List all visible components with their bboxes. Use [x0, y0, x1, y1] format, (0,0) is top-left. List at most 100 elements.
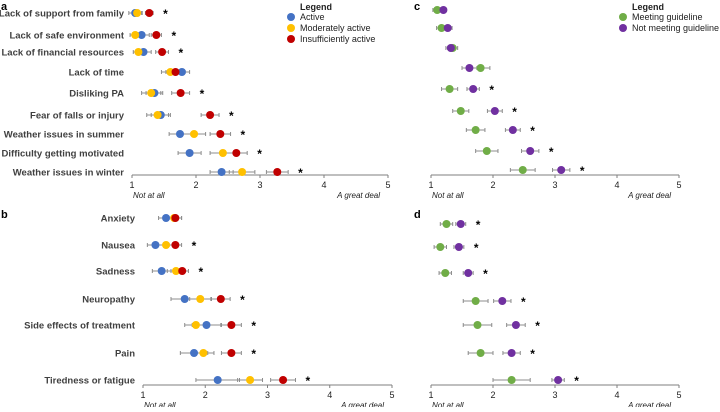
data-point-meeting-guideline	[507, 376, 516, 384]
data-point-moderately-active	[147, 89, 156, 97]
x-tick-label: 5	[389, 390, 394, 400]
data-point-meeting-guideline	[482, 147, 491, 155]
data-point-active	[180, 295, 189, 303]
data-point-not-meeting-guideline	[465, 64, 474, 72]
significance-star: *	[241, 128, 246, 142]
panel-letter: c	[414, 1, 420, 13]
legend-item-label: Not meeting guideline	[632, 23, 719, 33]
x-tick-label: 3	[265, 390, 270, 400]
x-end-label-low: Not at all	[144, 401, 176, 407]
significance-star: *	[530, 124, 535, 138]
data-point-meeting-guideline	[437, 24, 446, 32]
x-end-label-low: Not at all	[432, 401, 464, 407]
category-label: Nausea	[101, 241, 136, 252]
category-label: Lack of safe environment	[9, 31, 124, 42]
legend-marker	[619, 24, 627, 32]
significance-star: *	[229, 109, 234, 123]
data-point-meeting-guideline	[436, 243, 445, 251]
significance-star: *	[521, 295, 526, 309]
x-tick-label: 3	[257, 180, 262, 190]
significance-star: *	[251, 319, 256, 333]
x-end-label-high: A great deal	[627, 401, 671, 407]
data-point-not-meeting-guideline	[490, 107, 499, 115]
data-point-not-meeting-guideline	[498, 297, 507, 305]
x-end-label-low: Not at all	[432, 191, 464, 200]
data-point-meeting-guideline	[445, 85, 454, 93]
category-label: Weather issues in winter	[13, 168, 125, 179]
significance-star: *	[178, 46, 183, 60]
panel-letter: a	[1, 1, 8, 13]
data-point-meeting-guideline	[473, 321, 482, 329]
data-point-moderately-active	[171, 267, 180, 275]
category-label: Weather issues in summer	[4, 130, 125, 141]
data-point-moderately-active	[196, 295, 205, 303]
x-tick-label: 5	[385, 180, 390, 190]
x-tick-label: 1	[140, 390, 145, 400]
category-label: Tiredness or fatigue	[44, 376, 135, 387]
panel-a: a 1 2 3 4 5 Not at all A great deal Lack of supp…	[0, 1, 391, 200]
x-tick-label: 4	[614, 180, 619, 190]
panel-c: c 1 2 3 4 5 Not at all A great deal * * * * * LegendM…	[414, 1, 719, 200]
legend-item-label: Meeting guideline	[632, 12, 703, 22]
significance-star: *	[512, 105, 517, 119]
legend-title: Legend	[300, 2, 332, 12]
data-point-not-meeting-guideline	[508, 126, 517, 134]
significance-star: *	[483, 267, 488, 281]
data-point-not-meeting-guideline	[439, 6, 448, 14]
data-point-insufficiently-active	[158, 48, 167, 56]
data-point-insufficiently-active	[216, 130, 225, 138]
x-tick-label: 4	[614, 390, 619, 400]
category-label: Lack of financial resources	[2, 48, 125, 59]
x-end-label-high: A great deal	[340, 401, 384, 407]
data-point-not-meeting-guideline	[464, 269, 473, 277]
x-tick-label: 4	[321, 180, 326, 190]
data-point-meeting-guideline	[471, 297, 480, 305]
data-point-not-meeting-guideline	[446, 44, 455, 52]
data-point-insufficiently-active	[178, 267, 187, 275]
significance-star: *	[474, 241, 479, 255]
data-point-insufficiently-active	[273, 168, 282, 176]
panel-b: b 1 2 3 4 5 Not at all A great deal Anxiety Nause…	[1, 209, 395, 410]
significance-star: *	[257, 147, 262, 161]
data-point-not-meeting-guideline	[507, 349, 516, 357]
data-point-not-meeting-guideline	[443, 24, 452, 32]
data-point-insufficiently-active	[232, 149, 241, 157]
data-point-meeting-guideline	[433, 6, 442, 14]
significance-star: *	[200, 87, 205, 101]
data-point-active	[137, 31, 146, 39]
data-point-insufficiently-active	[171, 241, 180, 249]
data-point-insufficiently-active	[152, 31, 161, 39]
category-label: Sadness	[96, 267, 135, 278]
significance-star: *	[298, 166, 303, 180]
data-point-moderately-active	[191, 321, 200, 329]
x-tick-label: 2	[490, 390, 495, 400]
data-point-moderately-active	[153, 111, 162, 119]
category-label: Neuropathy	[82, 295, 136, 306]
legend-marker	[287, 24, 295, 32]
data-point-active	[157, 267, 166, 275]
data-point-meeting-guideline	[476, 349, 485, 357]
legend-item-label: Moderately active	[300, 23, 371, 33]
x-tick-label: 1	[129, 180, 134, 190]
data-point-active	[185, 149, 194, 157]
data-point-moderately-active	[131, 31, 140, 39]
significance-star: *	[198, 265, 203, 279]
data-point-not-meeting-guideline	[511, 321, 520, 329]
x-tick-label: 1	[428, 180, 433, 190]
x-tick-label: 1	[428, 390, 433, 400]
data-point-not-meeting-guideline	[456, 220, 465, 228]
data-point-active	[151, 241, 160, 249]
data-point-insufficiently-active	[227, 349, 236, 357]
legend-marker	[287, 35, 295, 43]
data-point-moderately-active	[190, 130, 199, 138]
data-point-not-meeting-guideline	[554, 376, 563, 384]
significance-star: *	[476, 218, 481, 232]
x-tick-label: 4	[327, 390, 332, 400]
data-point-active	[217, 168, 226, 176]
x-tick-label: 2	[193, 180, 198, 190]
significance-star: *	[163, 7, 168, 21]
panel-letter: d	[414, 209, 421, 221]
